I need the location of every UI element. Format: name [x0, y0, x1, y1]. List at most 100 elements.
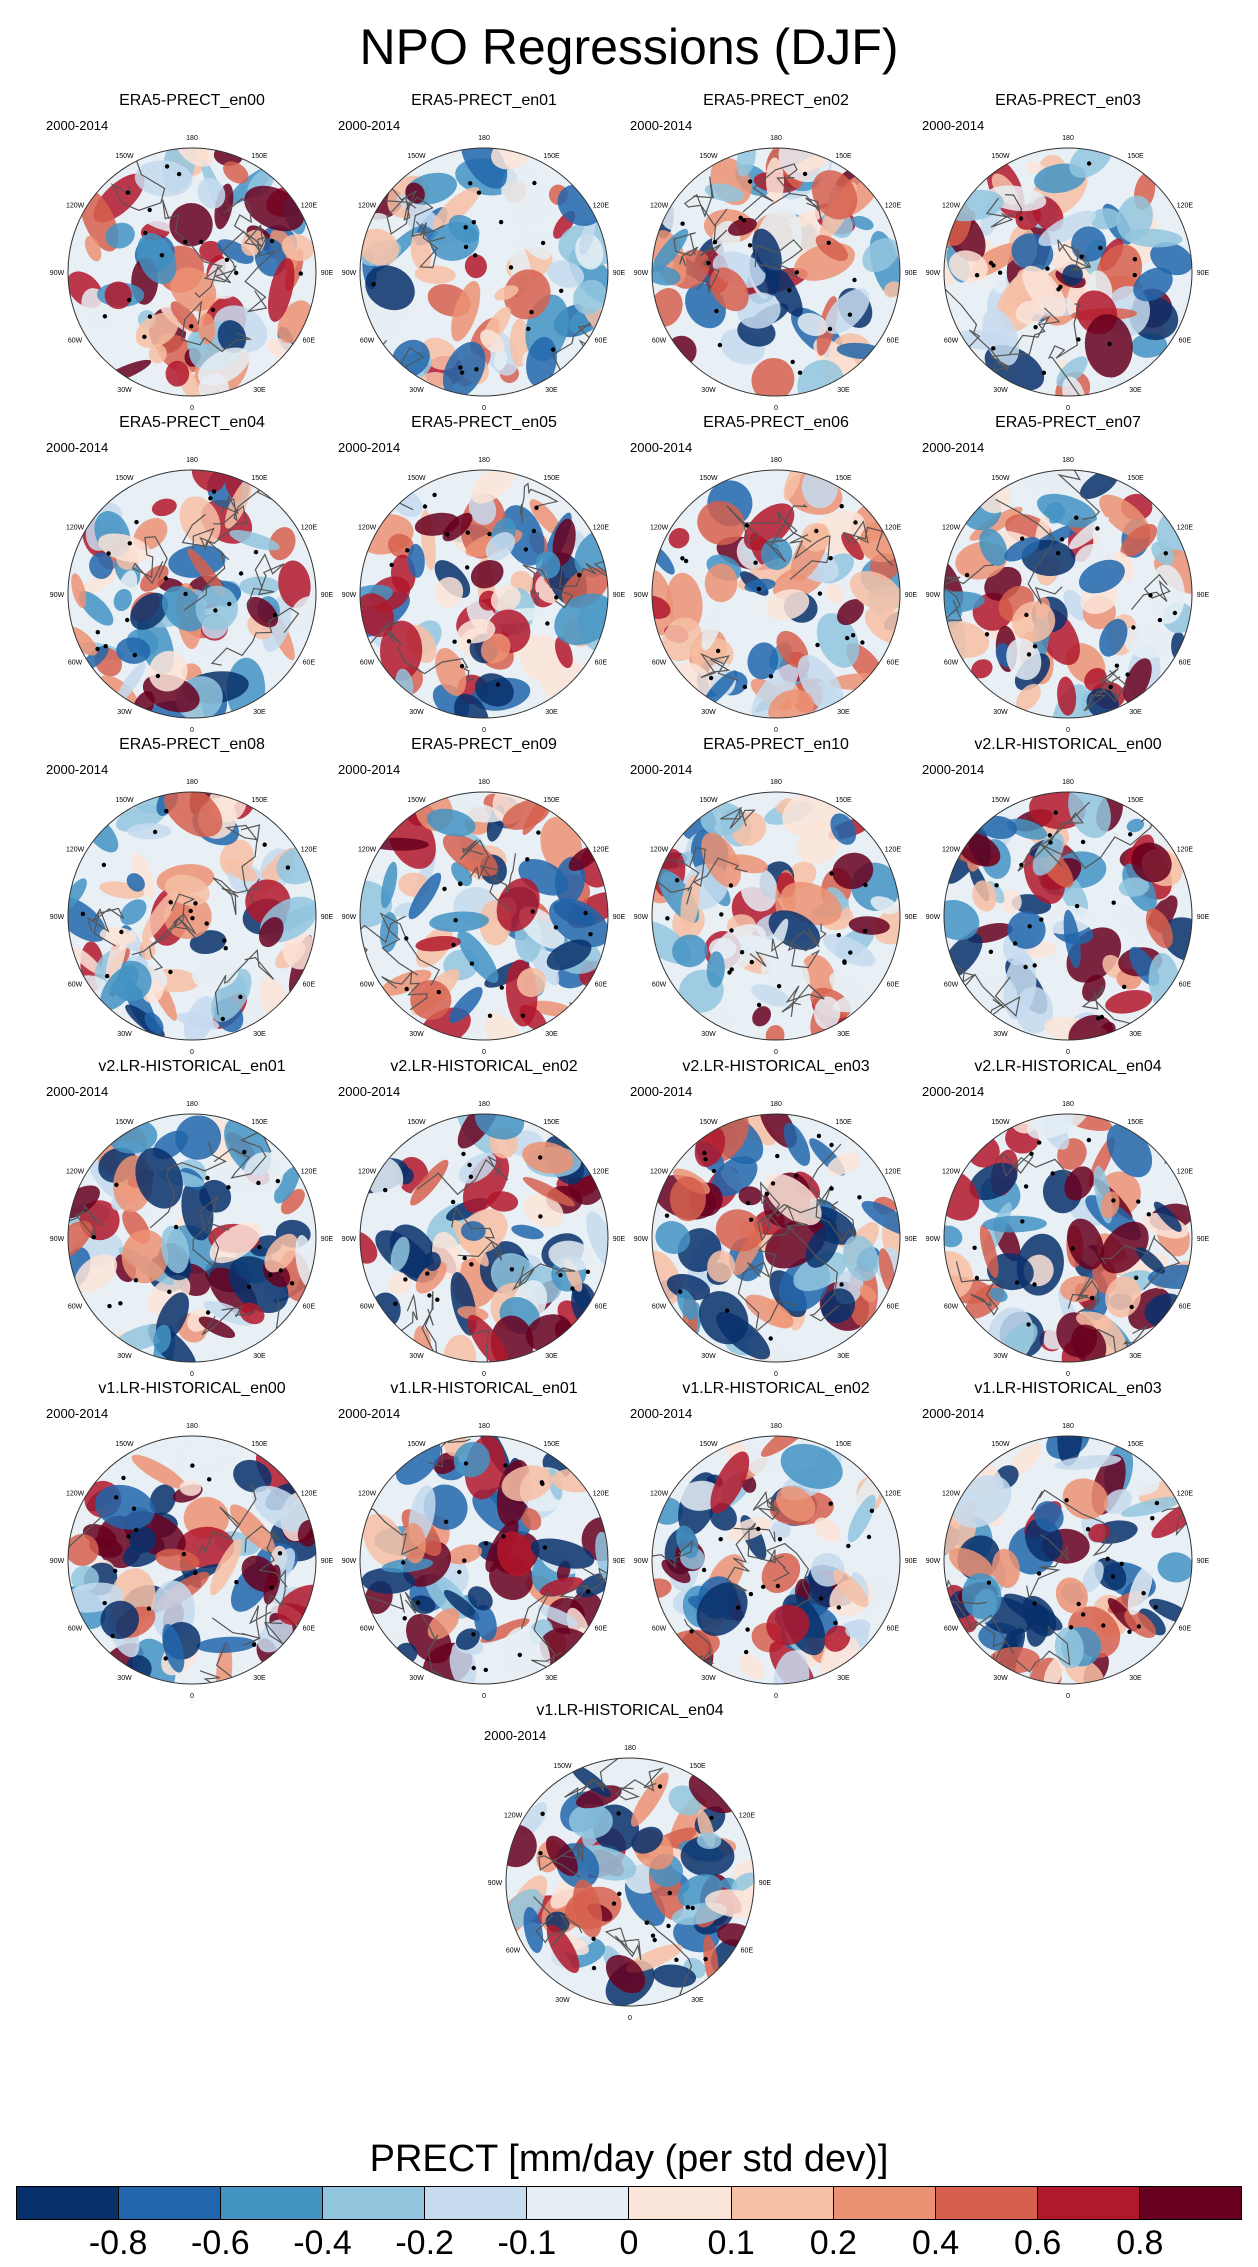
- longitude-label: 30W: [409, 387, 424, 394]
- longitude-label: 150W: [407, 1119, 426, 1126]
- significance-dot: [483, 1541, 489, 1546]
- anomaly-patch: [491, 148, 531, 170]
- colorbar: PRECT [mm/day (per std dev)] -0.8 -0.6 -0.…: [0, 2120, 1258, 2267]
- significance-dot: [1098, 245, 1103, 251]
- significance-dot: [869, 1508, 875, 1513]
- significance-dot: [167, 1289, 172, 1294]
- significance-dot: [450, 1199, 456, 1205]
- anomaly-patch: [794, 154, 831, 173]
- longitude-label: 60E: [595, 338, 608, 345]
- polar-map: 180 150E 120E 90E 60E 30E 0 30W 60W 90W 120W 150W: [50, 1101, 334, 1378]
- panel-title: ERA5-PRECT_en01: [411, 92, 557, 109]
- anomaly-patch: [153, 1324, 172, 1353]
- longitude-label: 0: [774, 1371, 778, 1378]
- anomaly-patch: [460, 148, 508, 189]
- significance-dot: [467, 1162, 472, 1168]
- significance-dot: [530, 909, 535, 914]
- coastline: [459, 839, 490, 881]
- anomaly-patch: [71, 573, 87, 609]
- significance-dot: [540, 1811, 545, 1816]
- significance-dot: [794, 270, 800, 275]
- anomaly-patch: [1105, 989, 1153, 1014]
- longitude-label: 60W: [506, 1948, 521, 1955]
- significance-dot: [452, 639, 457, 644]
- longitude-label: 60E: [1179, 338, 1192, 345]
- significance-dot: [268, 1272, 273, 1278]
- significance-dot: [1122, 984, 1127, 989]
- longitude-label: 60E: [887, 1626, 900, 1633]
- polar-map: 180 150E 120E 90E 60E 30E 0 30W 60W 90W 120W 150W: [50, 135, 334, 412]
- anomaly-patch: [709, 267, 749, 312]
- anomaly-patch: [843, 1235, 879, 1282]
- polar-map: 180 150E 120E 90E 60E 30E 0 30W 60W 90W 120W 150W: [50, 779, 334, 1056]
- longitude-label: 150E: [835, 1441, 852, 1448]
- anomaly-patch: [625, 1944, 683, 1973]
- longitude-label: 120E: [885, 1491, 902, 1498]
- longitude-label: 180: [186, 457, 198, 464]
- panel-period: 2000-2014: [46, 440, 109, 455]
- significance-dot: [719, 912, 724, 917]
- longitude-label: 180: [478, 1101, 490, 1108]
- longitude-label: 150E: [1127, 475, 1144, 482]
- anomaly-patch: [415, 935, 461, 952]
- panel-title: ERA5-PRECT_en09: [411, 736, 557, 753]
- significance-dot: [114, 1182, 119, 1187]
- anomaly-patch: [547, 260, 585, 288]
- significance-dot: [1076, 1601, 1081, 1607]
- longitude-label: 0: [482, 1371, 486, 1378]
- significance-dot: [1150, 1516, 1155, 1521]
- anomaly-patch: [130, 592, 169, 630]
- longitude-label: 150W: [407, 153, 426, 160]
- significance-dot: [558, 1272, 563, 1278]
- anomaly-patch: [427, 1608, 460, 1640]
- anomaly-patch: [1022, 265, 1067, 317]
- significance-dot: [1068, 1625, 1074, 1630]
- anomaly-patch: [744, 578, 776, 593]
- significance-dot: [402, 1616, 407, 1621]
- anomaly-patch: [655, 1221, 691, 1254]
- significance-dot: [1114, 663, 1120, 668]
- significance-dot: [1111, 900, 1116, 905]
- longitude-label: 60W: [68, 982, 83, 989]
- longitude-label: 90E: [1197, 1558, 1210, 1565]
- polar-map: 180 150E 120E 90E 60E 30E 0 30W 60W 90W 120W 150W: [926, 779, 1210, 1056]
- coastline: [162, 199, 237, 283]
- longitude-label: 60W: [652, 338, 667, 345]
- figure-title: NPO Regressions (DJF): [359, 19, 899, 75]
- longitude-label: 180: [1062, 135, 1074, 142]
- significance-dot: [842, 959, 847, 964]
- significance-dot: [756, 1526, 761, 1532]
- anomaly-patch: [1071, 226, 1107, 262]
- anomaly-patch: [460, 1221, 486, 1241]
- coastline: [1100, 1235, 1181, 1290]
- anomaly-patch: [361, 1567, 415, 1594]
- longitude-label: 30E: [837, 709, 850, 716]
- longitude-label: 90E: [905, 1236, 918, 1243]
- panel-period: 2000-2014: [338, 1084, 401, 1099]
- anomaly-patch: [199, 240, 224, 263]
- anomaly-patch: [233, 1459, 272, 1493]
- anomaly-patch: [1003, 953, 1037, 1020]
- panel-title: ERA5-PRECT_en02: [703, 92, 849, 109]
- longitude-label: 90E: [321, 1558, 334, 1565]
- significance-dot: [747, 243, 753, 248]
- significance-dot: [536, 830, 541, 835]
- anomaly-patch: [74, 1254, 118, 1293]
- anomaly-patch: [805, 1225, 839, 1268]
- significance-dot: [1132, 257, 1138, 262]
- polar-map: 180 150E 120E 90E 60E 30E 0 30W 60W 90W 120W 150W: [634, 1423, 918, 1700]
- significance-dot: [797, 370, 803, 375]
- significance-dot: [586, 1589, 591, 1594]
- anomaly-patch: [797, 312, 828, 337]
- map-panel: ERA5-PRECT_en10 2000-2014 180 150E 120E 90E 60…: [630, 736, 922, 1056]
- anomaly-patch: [765, 157, 785, 205]
- panel-period: 2000-2014: [922, 1406, 985, 1421]
- anomaly-patch: [519, 1005, 547, 1032]
- significance-dot: [542, 1545, 548, 1550]
- significance-dot: [1045, 266, 1050, 271]
- longitude-label: 180: [1062, 1101, 1074, 1108]
- longitude-label: 30E: [545, 1031, 558, 1038]
- anomaly-patch: [539, 1577, 584, 1597]
- anomaly-patch: [847, 1494, 876, 1543]
- anomaly-patch: [490, 585, 521, 613]
